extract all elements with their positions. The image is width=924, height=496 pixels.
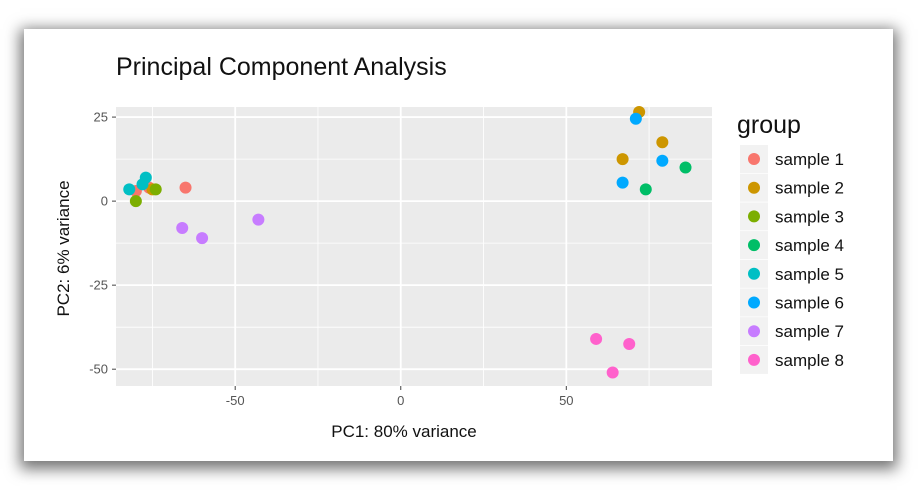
data-point — [616, 153, 629, 166]
data-point — [623, 337, 636, 350]
data-point — [196, 232, 209, 245]
pca-chart: Principal Component Analysis -50 0 50 25 0 -2… — [54, 53, 844, 441]
legend-label: sample 1 — [775, 150, 844, 169]
legend-label: sample 7 — [775, 322, 844, 341]
legend-label: sample 2 — [775, 179, 844, 198]
data-point — [656, 136, 669, 149]
plot-panel — [116, 107, 712, 386]
data-point — [176, 222, 189, 235]
legend-label: sample 4 — [775, 236, 844, 255]
legend-swatch — [748, 181, 760, 194]
x-tick-label: -50 — [226, 393, 245, 408]
chart-title: Principal Component Analysis — [116, 53, 447, 81]
y-tick-label: -25 — [89, 278, 108, 293]
data-point — [656, 154, 669, 167]
data-point — [252, 213, 265, 226]
y-axis-title: PC2: 6% variance — [54, 180, 73, 316]
legend-swatch — [748, 267, 760, 280]
data-point — [679, 161, 692, 174]
legend-swatch — [748, 353, 760, 366]
legend-label: sample 6 — [775, 294, 844, 313]
legend-label: sample 5 — [775, 265, 844, 284]
legend-swatch — [748, 325, 760, 338]
chart-card: Principal Component Analysis -50 0 50 25 0 -2… — [24, 29, 893, 461]
legend-swatch — [748, 239, 760, 252]
y-tick-label: 25 — [94, 110, 108, 125]
axis-ticks: -50 0 50 25 0 -25 -50 — [89, 110, 573, 408]
data-point — [629, 112, 642, 125]
legend-title: group — [737, 111, 801, 139]
data-point — [616, 176, 629, 189]
y-tick-label: -50 — [89, 362, 108, 377]
legend-swatch — [748, 210, 760, 223]
data-point — [123, 183, 136, 196]
legend-items: sample 1 sample 2 sample 3 sample 4 sample 5… — [740, 145, 844, 374]
data-points — [123, 106, 692, 379]
data-point — [606, 366, 619, 379]
data-point — [179, 181, 192, 194]
x-tick-label: 50 — [559, 393, 573, 408]
legend-label: sample 8 — [775, 351, 844, 370]
legend-swatch — [748, 296, 760, 309]
data-point — [129, 195, 142, 208]
y-tick-label: 0 — [101, 194, 108, 209]
data-point — [136, 178, 149, 191]
x-tick-label: 0 — [397, 393, 404, 408]
data-point — [639, 183, 652, 196]
legend-swatch — [748, 153, 760, 165]
data-point — [590, 332, 603, 345]
data-point — [149, 183, 162, 196]
legend-label: sample 3 — [775, 207, 844, 226]
x-axis-title: PC1: 80% variance — [331, 422, 477, 441]
